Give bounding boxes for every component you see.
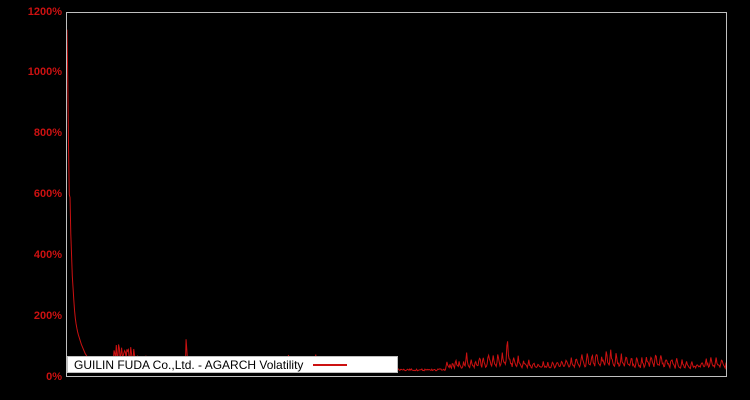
y-axis-tick-label: 1000% — [27, 66, 62, 79]
y-axis-tick-label: 1200% — [27, 5, 62, 18]
y-axis-tick-label: 800% — [33, 127, 62, 140]
y-axis-tick-label: 400% — [33, 248, 62, 261]
volatility-line-series — [67, 29, 726, 372]
plot-area — [66, 12, 727, 377]
y-axis-tick-label: 600% — [33, 188, 62, 200]
legend-line-swatch — [313, 363, 348, 366]
y-axis-tick-label: 0% — [46, 370, 62, 383]
y-axis-tick-label: 200% — [33, 309, 62, 322]
chart-legend: GUILIN FUDA Co.,Ltd. - AGARCH Volatility — [67, 356, 398, 373]
legend-entry-label: GUILIN FUDA Co.,Ltd. - AGARCH Volatility — [74, 357, 304, 372]
